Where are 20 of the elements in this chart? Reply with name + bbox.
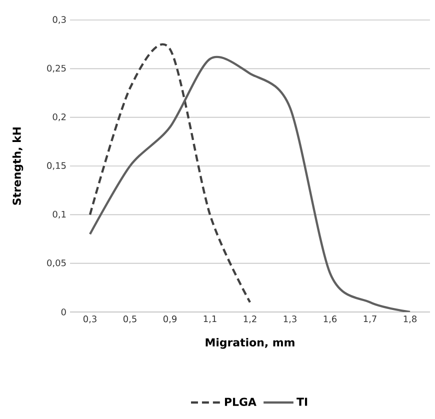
x-axis-title: Migration, mm — [206, 338, 294, 349]
y-tick-label: 0,25 — [47, 64, 66, 73]
y-tick-label: 0,05 — [47, 259, 66, 268]
x-tick-label: 1,6 — [324, 316, 337, 324]
x-tick-label: 0,5 — [123, 316, 136, 324]
x-tick-label: 1,8 — [404, 316, 417, 324]
legend-label: PLGA — [224, 398, 256, 406]
y-axis-title: Strength, kH — [12, 127, 24, 205]
x-tick-label: 1,3 — [284, 316, 296, 324]
x-tick-label: 0,9 — [163, 316, 176, 324]
x-tick-label: 1,1 — [204, 316, 216, 324]
y-tick-label: 0 — [61, 308, 66, 316]
y-tick-label: 0,1 — [52, 210, 66, 219]
x-tick-label: 1,2 — [244, 316, 256, 324]
y-tick-label: 0,15 — [47, 162, 66, 170]
y-tick-label: 0,2 — [52, 113, 66, 122]
y-tick-label: 0,3 — [52, 16, 66, 24]
x-tick-label: 1,7 — [364, 316, 376, 324]
x-tick-label: 0,3 — [83, 316, 96, 324]
legend-label: TI — [296, 398, 308, 406]
